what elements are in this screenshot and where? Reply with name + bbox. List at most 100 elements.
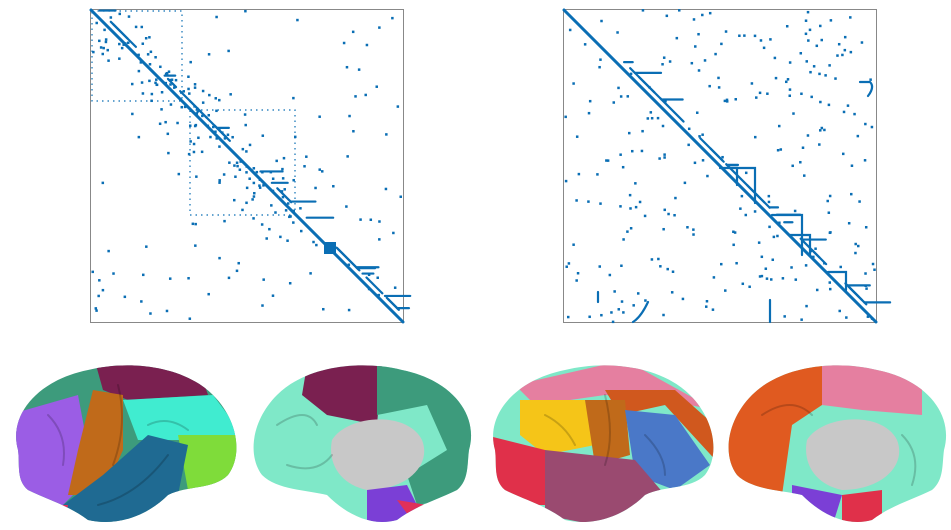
matrix-entry [816,289,819,292]
matrix-entry [149,312,152,315]
matrix-entry [218,99,221,102]
matrix-entry [286,239,289,242]
matrix-entry [778,222,781,225]
matrix-entry [644,299,647,302]
matrix-entry [766,92,769,95]
matrix-entry [259,179,262,182]
matrix-entry [613,101,616,104]
matrix-entry [272,177,275,180]
matrix-entry [786,25,789,28]
matrix-entry [176,122,179,125]
matrix-entry [262,134,265,137]
matrix-entry [701,133,704,136]
matrix-entry [375,85,378,88]
matrix-entry [138,136,141,139]
matrix-entry [864,159,867,162]
matrix-entry [124,296,127,299]
brain-lateral [8,355,248,530]
matrix-entry [148,36,151,39]
matrix-entry [802,146,805,149]
matrix-entry [354,95,357,98]
matrix-entry [236,162,239,165]
matrix-entry [202,90,205,93]
matrix-entry [332,185,335,188]
matrix-entry [170,103,173,106]
matrix-entry [261,223,264,226]
matrix-entry [616,31,619,34]
matrix-entry [368,288,371,291]
matrix-entry [253,182,256,185]
matrix-entry [227,134,230,137]
matrix-entry [138,70,141,73]
matrix-entry [193,143,196,146]
matrix-entry [858,200,861,203]
matrix-entry [233,199,236,202]
matrix-entry [322,308,325,311]
matrix-entry [726,99,729,102]
matrix-entry [92,51,95,54]
matrix-entry [844,36,847,39]
matrix-entry [352,130,355,133]
matrix-entry [619,205,622,208]
matrix-entry [663,153,666,156]
matrix-entry [865,287,868,290]
matrix-entry [251,198,254,201]
matrix-entry [309,272,312,275]
matrix-entry [735,98,738,101]
matrix-entry [218,179,221,182]
matrix-entry [692,228,695,231]
matrix-entry [780,148,783,151]
matrix-entry [622,238,625,241]
matrix-entry [657,117,660,120]
matrix-entry [142,42,145,45]
matrix-entry [828,211,831,214]
matrix-entry [378,294,381,297]
matrix-entry [352,31,355,33]
matrix-entry [288,216,291,219]
matrix-entry [650,111,653,114]
matrix-entry [141,26,144,29]
matrix-entry [149,63,152,66]
matrix-entry [193,151,196,154]
matrix-entry [661,63,664,66]
matrix-entry [871,317,874,320]
matrix-entry [167,152,170,155]
matrix-entry [272,294,275,297]
matrix-entry [718,86,721,89]
matrix-entry [755,96,758,99]
matrix-entry [748,286,751,289]
matrix-block [324,242,336,254]
matrix-entry [589,100,592,103]
matrix-entry [292,221,295,224]
matrix-entry [187,75,190,78]
matrix-entry [725,30,728,33]
matrix-entry [609,274,612,277]
matrix-entry [644,215,647,218]
matrix-entry [95,307,98,310]
matrix-entry [189,61,192,64]
matrix-entry [584,43,587,46]
matrix-entry [761,256,764,259]
matrix-entry [246,187,249,190]
matrix-entry [105,41,108,44]
matrix-entry [853,113,856,116]
matrix-entry [620,264,623,267]
matrix-entry [587,200,590,203]
matrix-entry [572,82,575,85]
matrix-entry [358,68,361,71]
matrix-entry [824,74,827,77]
matrix-entry [635,206,638,209]
matrix-entry [283,188,286,191]
connectivity-matrix [91,10,411,323]
matrix-entry [828,104,831,107]
matrix-entry [312,241,315,244]
matrix-entry [131,113,134,116]
matrix-entry [165,82,168,85]
matrix-entry [713,276,716,279]
matrix-entry [201,151,204,154]
matrix-entry [816,45,819,48]
matrix-entry [857,135,860,138]
matrix-entry [142,274,145,277]
matrix-entry [693,18,696,21]
matrix-entry [775,77,778,80]
